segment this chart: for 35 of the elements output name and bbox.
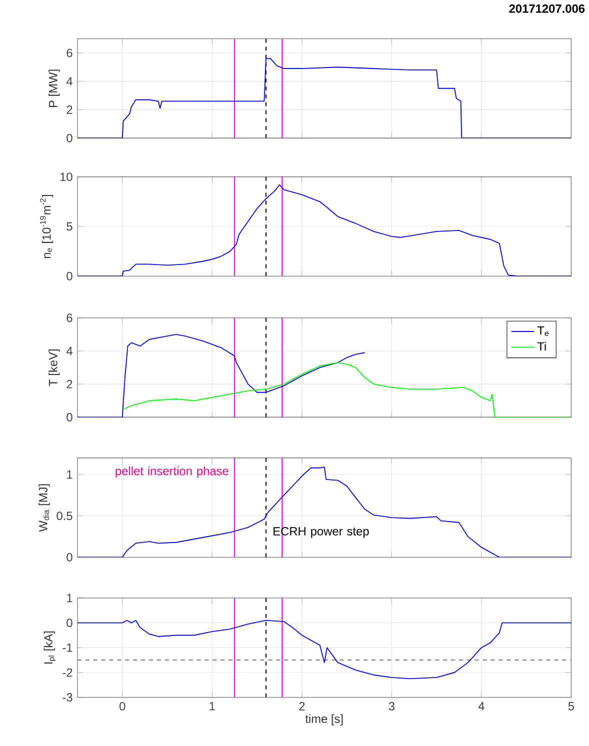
y-tick-label: -1 <box>62 644 72 652</box>
annotation: pellet insertion phase <box>116 466 228 478</box>
x-tick-label: 0 <box>119 702 125 710</box>
y-axis-title: n$_{e}$ [10$^{-19}$m$^{-2}$] <box>40 194 53 258</box>
y-tick-label: 0 <box>66 412 72 422</box>
y-tick-label: 0 <box>66 272 72 280</box>
y-tick-label: 0 <box>66 134 72 142</box>
y-axis-title: P [MW] <box>48 70 60 107</box>
y-tick-label: 6 <box>66 48 72 58</box>
y-tick-label: 2 <box>66 380 72 388</box>
y-axis-title: I$_{pl}$ [kA] <box>44 632 56 664</box>
x-tick-label: 5 <box>568 702 574 710</box>
y-tick-label: 10 <box>60 172 72 182</box>
chart-title: 20171207.006 <box>509 4 584 13</box>
y-tick-label: 0 <box>66 618 72 628</box>
y-axis-title: W$_{dia}$ [MJ] <box>38 484 50 532</box>
y-tick-label: 0.5 <box>56 512 72 520</box>
x-tick-label: 3 <box>388 702 394 710</box>
y-tick-label: 0 <box>66 553 72 562</box>
x-tick-label: 2 <box>298 702 304 710</box>
y-tick-label: 2 <box>66 106 72 114</box>
y-tick-label: 1 <box>66 594 72 602</box>
y-tick-label: 5 <box>66 222 72 231</box>
x-tick-label: 1 <box>210 702 215 710</box>
y-tick-label: -2 <box>62 668 72 677</box>
legend-label: T$_{e}$ <box>537 326 548 336</box>
y-tick-label: 4 <box>66 77 72 86</box>
x-tick-label: 4 <box>478 702 484 710</box>
y-tick-label: 6 <box>66 314 72 322</box>
y-tick-label: 1 <box>66 470 72 479</box>
x-axis-title: time [s] <box>305 714 342 726</box>
y-tick-label: -3 <box>62 693 72 702</box>
legend-label: Ti <box>537 342 546 351</box>
y-tick-label: 4 <box>66 346 72 356</box>
y-axis-title: T [keV] <box>48 350 60 386</box>
